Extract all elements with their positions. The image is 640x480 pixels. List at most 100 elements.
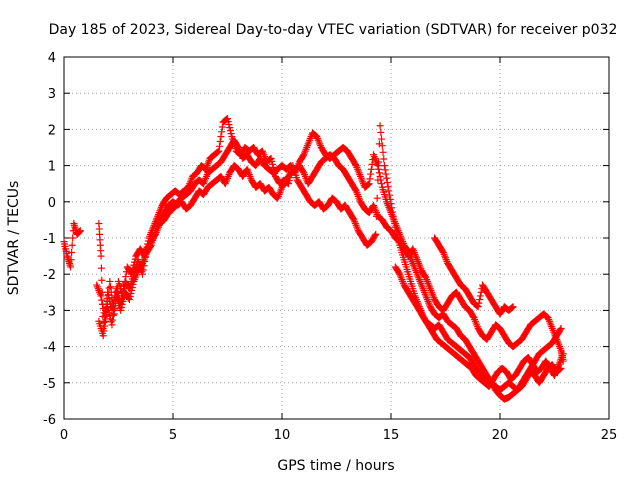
- data-point: [378, 142, 386, 150]
- x-tick-label: 15: [383, 428, 400, 443]
- y-tick-label: -5: [43, 377, 56, 392]
- data-point: [377, 128, 385, 136]
- y-tick-label: -3: [43, 304, 56, 319]
- data-point: [104, 306, 112, 314]
- data-point: [225, 121, 233, 129]
- data-point: [473, 302, 481, 310]
- data-point: [269, 160, 277, 168]
- data-point: [557, 325, 565, 332]
- data-point: [373, 194, 381, 202]
- data-point: [105, 284, 113, 292]
- data-point: [269, 163, 277, 171]
- data-point: [68, 241, 76, 249]
- data-point: [475, 299, 483, 307]
- data-point: [76, 227, 84, 235]
- data-point: [104, 303, 112, 311]
- data-point: [508, 303, 516, 311]
- data-point: [299, 168, 307, 176]
- data-point: [268, 157, 276, 165]
- data-point: [218, 123, 226, 131]
- data-point: [509, 303, 517, 311]
- data-point: [371, 232, 379, 240]
- data-point: [213, 148, 221, 156]
- chart-title: Day 185 of 2023, Sidereal Day-to-day VTE…: [49, 22, 618, 38]
- y-tick-label: -2: [43, 268, 56, 283]
- data-point: [556, 365, 564, 373]
- data-point: [98, 276, 106, 284]
- x-tick-label: 20: [492, 428, 509, 443]
- data-point: [215, 147, 223, 155]
- y-tick-label: 0: [48, 196, 56, 211]
- data-point: [383, 178, 391, 186]
- data-point: [469, 312, 477, 320]
- data-point: [376, 122, 384, 130]
- data-point: [439, 247, 447, 255]
- y-axis-label: SDTVAR / TECUs: [6, 181, 22, 296]
- data-point: [375, 158, 383, 166]
- data-point: [367, 170, 375, 178]
- data-point: [67, 263, 75, 271]
- data-point: [128, 267, 136, 275]
- data-point: [366, 175, 374, 183]
- data-point: [385, 187, 393, 195]
- data-point: [474, 303, 482, 311]
- y-tick-label: -6: [43, 413, 56, 428]
- data-point: [375, 169, 383, 177]
- data-point: [125, 296, 133, 304]
- data-point: [128, 286, 136, 294]
- data-point: [97, 292, 105, 300]
- data-point: [105, 309, 113, 317]
- data-point: [388, 208, 396, 216]
- data-point: [214, 148, 222, 156]
- data-point: [374, 162, 382, 170]
- x-axis-label: GPS time / hours: [277, 458, 394, 474]
- data-point: [349, 215, 357, 223]
- data-point: [421, 273, 429, 281]
- data-point: [476, 292, 484, 300]
- data-point: [130, 261, 138, 269]
- data-point: [224, 118, 232, 126]
- data-point: [380, 155, 388, 163]
- data-point: [106, 312, 114, 320]
- data-point: [382, 170, 390, 178]
- data-point: [101, 322, 109, 330]
- series-track-d: [391, 263, 565, 394]
- data-point: [364, 180, 372, 188]
- data-point: [384, 183, 392, 191]
- y-tick-label: 1: [48, 160, 56, 175]
- data-point: [556, 326, 564, 334]
- data-point: [387, 200, 395, 208]
- data-point: [391, 220, 399, 228]
- data-points: [60, 115, 567, 403]
- data-point: [130, 258, 138, 266]
- data-point: [100, 327, 108, 335]
- x-tick-label: 5: [169, 428, 177, 443]
- data-point: [97, 252, 105, 260]
- y-tick-label: -4: [43, 341, 56, 356]
- data-point: [120, 282, 128, 290]
- data-point: [108, 321, 116, 329]
- data-point: [381, 166, 389, 174]
- data-point: [390, 216, 398, 224]
- data-point: [102, 312, 110, 320]
- data-point: [99, 332, 107, 340]
- data-point: [117, 303, 125, 311]
- data-point: [217, 133, 225, 141]
- data-point: [351, 160, 359, 168]
- series-track-e: [431, 234, 517, 318]
- data-point: [375, 165, 383, 173]
- data-point: [218, 128, 226, 136]
- data-point: [270, 166, 278, 174]
- data-point: [216, 142, 224, 150]
- data-point: [367, 165, 375, 173]
- data-point: [386, 195, 394, 203]
- data-point: [383, 174, 391, 182]
- data-point: [119, 297, 127, 305]
- data-point: [386, 191, 394, 199]
- data-point: [109, 311, 117, 319]
- data-point: [380, 162, 388, 170]
- data-point: [378, 135, 386, 143]
- data-point: [67, 256, 75, 264]
- data-point: [556, 366, 564, 374]
